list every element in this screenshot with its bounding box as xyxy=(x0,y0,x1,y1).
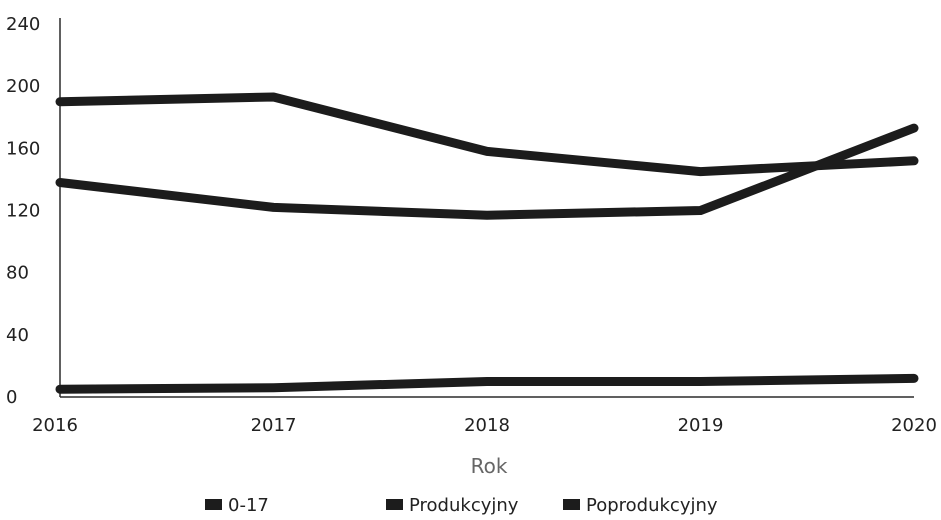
y-tick-label: 0 xyxy=(6,387,17,408)
x-tick-label: 2018 xyxy=(464,415,510,436)
legend-label: Poprodukcyjny xyxy=(586,495,718,516)
y-axis: 0 40 80 120 160 200 240 xyxy=(6,14,61,408)
legend-label: 0-17 xyxy=(228,495,269,516)
legend-swatch xyxy=(563,499,580,510)
x-axis-label: Rok xyxy=(471,454,508,478)
legend-item-3: Poprodukcyjny xyxy=(563,495,718,516)
y-tick-label: 160 xyxy=(6,138,40,159)
legend-label: Produkcyjny xyxy=(409,495,519,516)
series-line-1 xyxy=(55,373,919,394)
legend: 0-17 Produkcyjny Poprodukcyjny xyxy=(205,495,718,516)
y-tick-label: 240 xyxy=(6,14,40,35)
y-tick-label: 200 xyxy=(6,76,40,97)
series-line-2 xyxy=(55,92,919,177)
legend-item-2: Produkcyjny xyxy=(386,495,519,516)
y-tick-label: 80 xyxy=(6,263,29,284)
legend-item-1: 0-17 xyxy=(205,495,269,516)
x-tick-label: 2020 xyxy=(891,415,937,436)
series-line-3 xyxy=(55,123,919,220)
y-tick-label: 120 xyxy=(6,201,40,222)
x-tick-label: 2016 xyxy=(32,415,78,436)
y-tick-label: 40 xyxy=(6,325,29,346)
x-axis: 2016 2017 2018 2019 2020 xyxy=(32,396,937,436)
series-layer xyxy=(55,92,919,394)
legend-swatch xyxy=(386,499,403,510)
legend-swatch xyxy=(205,499,222,510)
x-tick-label: 2017 xyxy=(251,415,297,436)
x-tick-label: 2019 xyxy=(678,415,724,436)
